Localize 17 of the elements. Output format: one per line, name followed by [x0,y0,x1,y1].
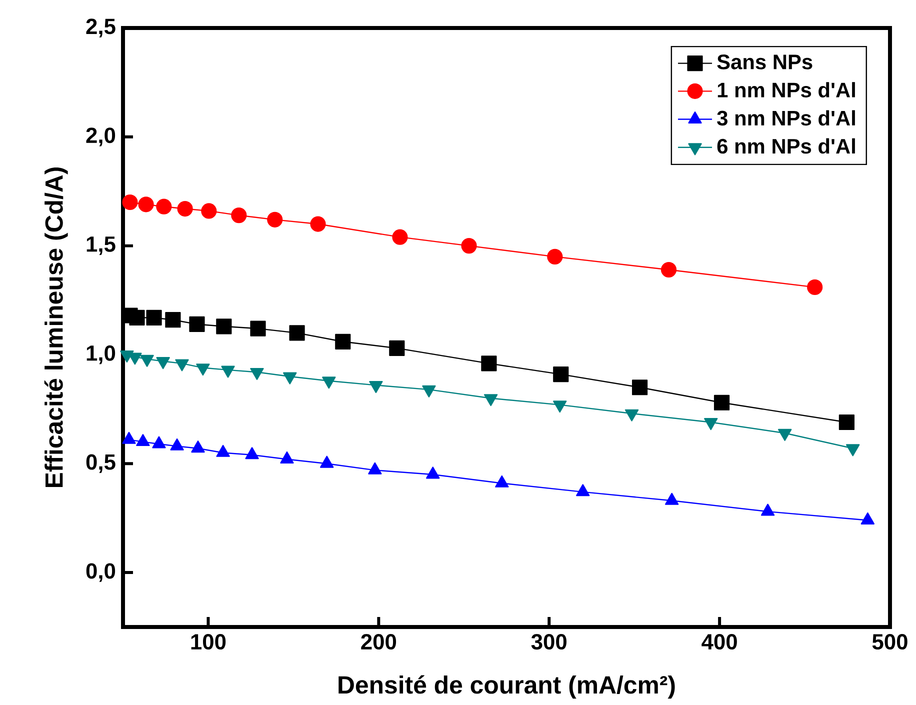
x-tick-label: 200 [361,634,396,650]
x-axis-title: Densité de courant (mA/cm²) [338,675,675,699]
legend-label: 3 nm NPs d'Al [717,110,855,126]
x-tick-label: 500 [872,634,908,650]
x-tick-label: 400 [702,634,737,650]
y-tick-label: 0,5 [86,454,116,473]
x-tick-label: 300 [531,634,566,650]
y-tick-label: 1,0 [86,345,116,364]
y-axis-title: Efficacité lumineuse (Cd/A) [44,167,68,487]
y-tick-label: 2,5 [86,18,116,38]
legend-label: Sans NPs [717,54,812,70]
y-tick-label: 0,0 [86,563,116,582]
x-tick-label: 100 [191,634,226,650]
y-tick-label: 2,0 [86,127,116,146]
y-tick-label: 1,5 [86,236,116,255]
legend-label: 6 nm NPs d'Al [717,138,855,154]
legend-label: 1 nm NPs d'Al [718,82,855,98]
